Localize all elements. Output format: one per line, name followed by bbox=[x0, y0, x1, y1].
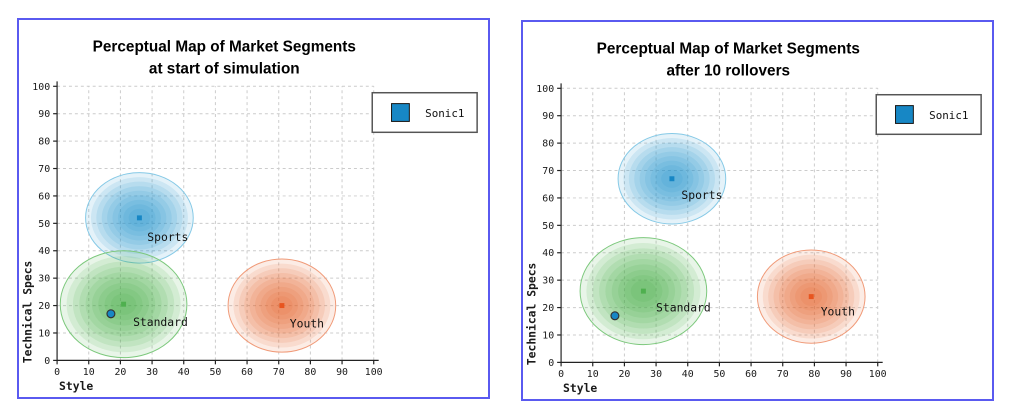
segment-center-marker bbox=[279, 303, 285, 309]
segment-cluster-standard: Standard bbox=[59, 250, 188, 359]
y-tick-label: 80 bbox=[542, 139, 554, 150]
y-tick-label: 90 bbox=[38, 109, 50, 120]
chart-panel-rollovers: Perceptual Map of Market Segments after … bbox=[521, 20, 994, 401]
legend-label: Sonic1 bbox=[425, 107, 464, 120]
segment-label: Standard bbox=[656, 301, 711, 315]
y-tick-label: 60 bbox=[542, 193, 554, 204]
x-tick-label: 60 bbox=[241, 367, 253, 378]
x-tick-label: 10 bbox=[587, 369, 599, 380]
product-marker-sonic1 bbox=[610, 311, 620, 321]
y-tick-label: 0 bbox=[548, 358, 554, 369]
x-tick-label: 70 bbox=[777, 369, 789, 380]
x-tick-label: 90 bbox=[336, 367, 348, 378]
x-tick-label: 50 bbox=[209, 367, 221, 378]
y-tick-label: 100 bbox=[32, 82, 50, 93]
segment-label: Sports bbox=[147, 230, 188, 244]
x-tick-label: 100 bbox=[365, 367, 383, 378]
y-axis-label: Technical Specs bbox=[20, 261, 34, 364]
y-tick-label: 40 bbox=[542, 248, 554, 259]
y-tick-label: 30 bbox=[542, 276, 554, 287]
x-tick-label: 80 bbox=[304, 367, 316, 378]
y-tick-label: 10 bbox=[542, 330, 554, 341]
x-tick-label: 30 bbox=[650, 369, 662, 380]
product-marker-sonic1 bbox=[106, 309, 116, 319]
perceptual-map-rollovers: Perceptual Map of Market Segments after … bbox=[524, 41, 982, 395]
x-tick-label: 60 bbox=[745, 369, 757, 380]
segment-cluster-sports: Sports bbox=[617, 133, 727, 225]
x-axis-label: Style bbox=[563, 381, 597, 395]
segment-label: Sports bbox=[681, 188, 722, 202]
y-tick-label: 0 bbox=[44, 356, 50, 367]
x-tick-label: 0 bbox=[558, 369, 564, 380]
segment-center-marker bbox=[669, 176, 675, 182]
legend-box bbox=[371, 91, 478, 134]
y-tick-label: 50 bbox=[38, 219, 50, 230]
y-tick-label: 90 bbox=[542, 111, 554, 122]
y-axis-label: Technical Specs bbox=[524, 263, 538, 366]
y-tick-label: 70 bbox=[38, 164, 50, 175]
x-tick-label: 20 bbox=[114, 367, 126, 378]
segment-cluster-standard: Standard bbox=[579, 237, 711, 346]
segment-center-marker bbox=[136, 215, 142, 221]
legend-label: Sonic1 bbox=[929, 109, 968, 122]
legend: Sonic1 bbox=[875, 93, 982, 136]
x-tick-label: 20 bbox=[618, 369, 630, 380]
axes: 0 10 20 30 40 50 60 70 80 90 100 0 10 20 30 40 50 60 70 80 9… bbox=[32, 81, 383, 378]
grid bbox=[561, 87, 879, 363]
y-tick-label: 10 bbox=[38, 328, 50, 339]
y-tick-label: 20 bbox=[542, 303, 554, 314]
segment-label: Youth bbox=[290, 316, 324, 330]
segment-label: Youth bbox=[821, 305, 855, 319]
segment-cluster-sports: Sports bbox=[85, 172, 194, 264]
legend-box bbox=[875, 93, 982, 136]
x-tick-label: 80 bbox=[808, 369, 820, 380]
chart-title-line2: at start of simulation bbox=[149, 60, 300, 77]
x-tick-label: 100 bbox=[869, 369, 887, 380]
plot-area: Sports Standard Youth 0 10 20 30 40 50 60 70 80 90 10… bbox=[32, 81, 478, 378]
y-tick-label: 60 bbox=[38, 191, 50, 202]
x-tick-label: 10 bbox=[83, 367, 95, 378]
x-tick-label: 40 bbox=[178, 367, 190, 378]
chart-title-line1: Perceptual Map of Market Segments bbox=[597, 41, 860, 58]
x-tick-label: 0 bbox=[54, 367, 60, 378]
segment-center-marker bbox=[808, 294, 814, 300]
x-tick-label: 50 bbox=[713, 369, 725, 380]
segment-label: Standard bbox=[133, 315, 188, 329]
y-tick-label: 20 bbox=[38, 301, 50, 312]
y-tick-label: 30 bbox=[38, 274, 50, 285]
legend-swatch bbox=[391, 103, 410, 122]
grid bbox=[57, 85, 375, 361]
y-tick-label: 100 bbox=[536, 84, 554, 95]
legend-swatch bbox=[895, 105, 914, 124]
segment-center-marker bbox=[640, 288, 646, 294]
chart-title-line1: Perceptual Map of Market Segments bbox=[93, 39, 356, 56]
x-tick-label: 30 bbox=[146, 367, 158, 378]
chart-title-line2: after 10 rollovers bbox=[667, 62, 791, 79]
axes: 0 10 20 30 40 50 60 70 80 90 100 0 10 20 30 40 50 60 70 80 9… bbox=[536, 83, 887, 380]
chart-panel-start: Perceptual Map of Market Segments at sta… bbox=[17, 18, 490, 399]
segment-cluster-youth: Youth bbox=[756, 249, 866, 344]
segment-cluster-youth: Youth bbox=[227, 258, 337, 353]
y-tick-label: 80 bbox=[38, 137, 50, 148]
x-tick-label: 90 bbox=[840, 369, 852, 380]
segment-center-marker bbox=[121, 301, 127, 307]
x-tick-label: 70 bbox=[273, 367, 285, 378]
y-tick-label: 70 bbox=[542, 166, 554, 177]
legend: Sonic1 bbox=[371, 91, 478, 134]
x-axis-label: Style bbox=[59, 379, 93, 393]
plot-area: Sports Standard Youth 0 10 20 30 40 50 60 70 80 90 10… bbox=[536, 83, 982, 380]
perceptual-map-start: Perceptual Map of Market Segments at sta… bbox=[20, 39, 478, 393]
y-tick-label: 40 bbox=[38, 246, 50, 257]
x-tick-label: 40 bbox=[682, 369, 694, 380]
y-tick-label: 50 bbox=[542, 221, 554, 232]
